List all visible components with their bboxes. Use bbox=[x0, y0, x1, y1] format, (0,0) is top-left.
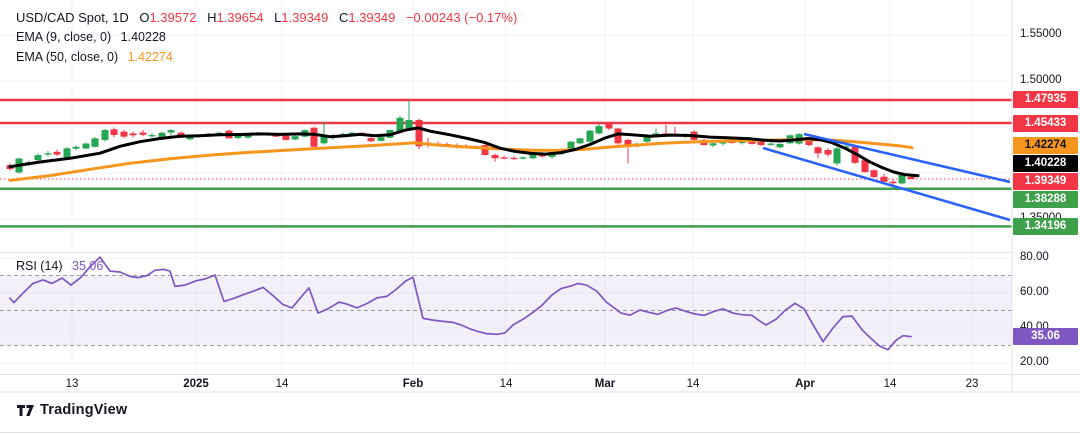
open-label: O bbox=[139, 10, 150, 25]
price-axis-label: 1.50000 bbox=[1020, 74, 1062, 86]
price-badge-1.47935: 1.47935 bbox=[1013, 91, 1078, 109]
time-axis-label-Feb: Feb bbox=[402, 378, 424, 390]
price-badge-1.45433: 1.45433 bbox=[1013, 114, 1078, 132]
high-label: H bbox=[207, 10, 217, 25]
time-axis-label-14: 14 bbox=[499, 378, 513, 390]
time-axis-label-Apr: Apr bbox=[795, 378, 815, 390]
rsi-value: 35.06 bbox=[72, 259, 104, 273]
price-badge-1.38288: 1.38288 bbox=[1013, 191, 1078, 209]
price-badge-35.06: 35.06 bbox=[1013, 328, 1078, 346]
ema9-label: EMA (9, close, 0) bbox=[16, 30, 112, 45]
time-axis-label-23: 23 bbox=[965, 378, 979, 390]
rsi-axis-label: 60.00 bbox=[1020, 286, 1049, 298]
time-axis-label-2025: 2025 bbox=[183, 378, 209, 390]
symbol-title: USD/CAD Spot, 1D bbox=[16, 10, 129, 25]
time-axis-label-14: 14 bbox=[275, 378, 289, 390]
time-axis-label-14: 14 bbox=[686, 378, 700, 390]
low-label: L bbox=[274, 10, 282, 25]
close-value: 1.39349 bbox=[348, 10, 396, 25]
price-badge-1.39349: 1.39349 bbox=[1013, 173, 1078, 191]
ema50-label: EMA (50, close, 0) bbox=[16, 49, 119, 64]
symbol-row[interactable]: USD/CAD Spot, 1D O1.39572 H1.39654 L1.39… bbox=[16, 8, 517, 28]
change-value: −0.00243 (−0.17%) bbox=[405, 10, 518, 25]
symbol-legend: USD/CAD Spot, 1D O1.39572 H1.39654 L1.39… bbox=[16, 8, 517, 67]
rsi-label: RSI (14) bbox=[16, 259, 63, 273]
rsi-axis-label: 20.00 bbox=[1020, 356, 1049, 368]
open-value: 1.39572 bbox=[149, 10, 197, 25]
ema9-value: 1.40228 bbox=[120, 30, 166, 45]
price-axis-label: 1.55000 bbox=[1020, 28, 1062, 40]
rsi-legend-row[interactable]: RSI (14) 35.06 bbox=[16, 259, 103, 273]
tradingview-logo-icon bbox=[17, 404, 34, 416]
tradingview-logo-text: TradingView bbox=[40, 402, 128, 418]
ema9-row[interactable]: EMA (9, close, 0) 1.40228 bbox=[16, 28, 517, 47]
ema50-row[interactable]: EMA (50, close, 0) 1.42274 bbox=[16, 48, 517, 67]
tradingview-logo[interactable]: TradingView bbox=[16, 402, 127, 418]
price-badge-1.34196: 1.34196 bbox=[1013, 217, 1078, 235]
time-axis-label-Mar: Mar bbox=[594, 378, 616, 390]
time-axis-label-14: 14 bbox=[883, 378, 897, 390]
high-value: 1.39654 bbox=[216, 10, 264, 25]
price-badge-1.40228: 1.40228 bbox=[1013, 155, 1078, 173]
low-value: 1.39349 bbox=[281, 10, 329, 25]
time-axis-label-13: 13 bbox=[65, 378, 79, 390]
rsi-axis-label: 80.00 bbox=[1020, 251, 1049, 263]
ema50-value: 1.42274 bbox=[127, 49, 173, 64]
price-badge-1.42274: 1.42274 bbox=[1013, 137, 1078, 155]
close-label: C bbox=[338, 10, 349, 25]
